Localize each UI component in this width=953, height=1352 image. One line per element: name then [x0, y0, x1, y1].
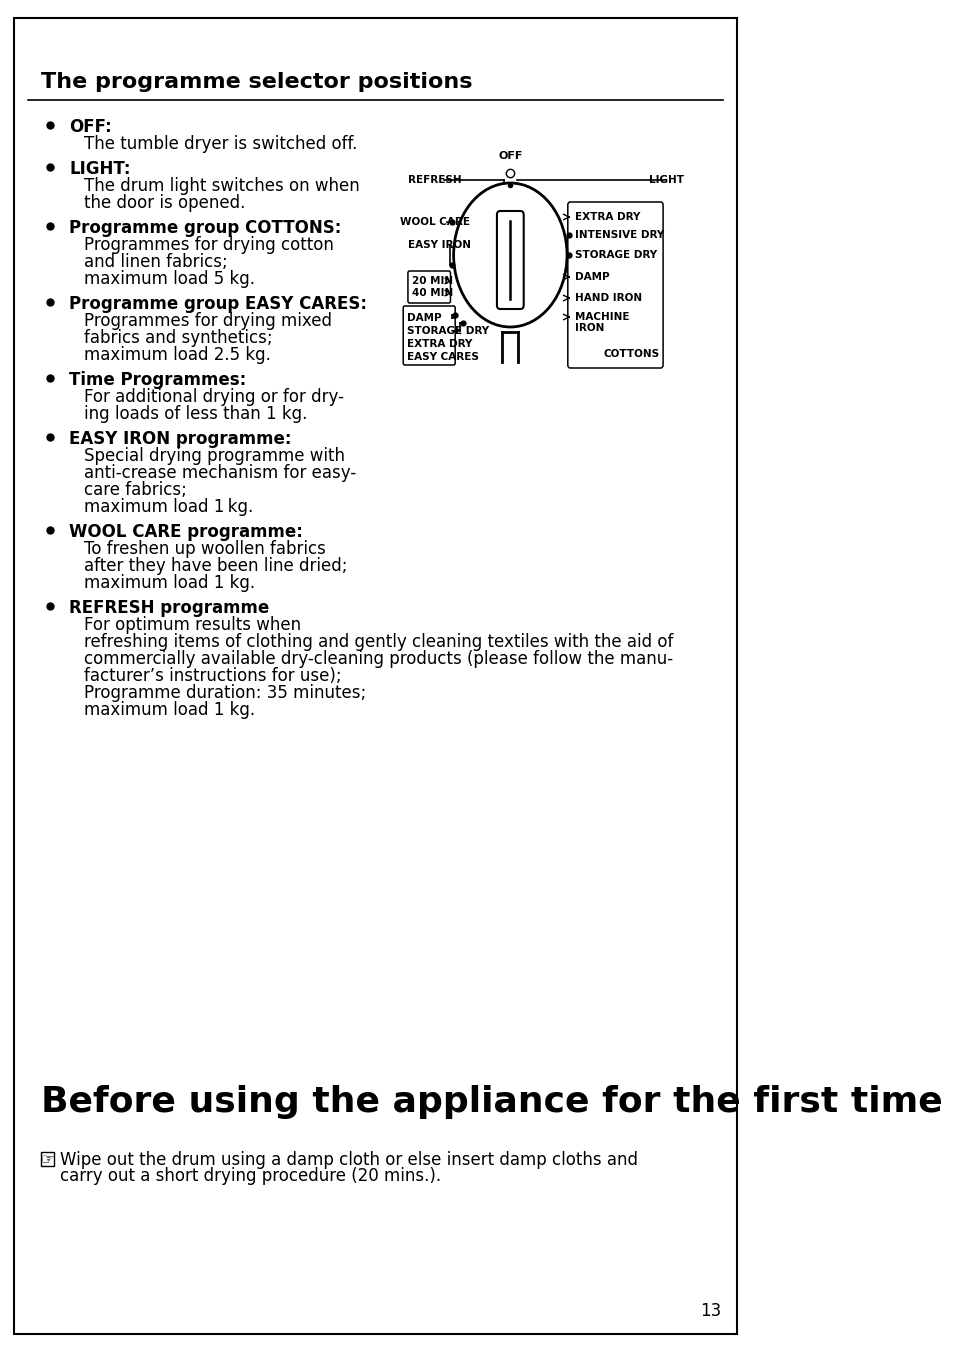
- Text: facturer’s instructions for use);: facturer’s instructions for use);: [84, 667, 341, 685]
- Circle shape: [453, 183, 566, 327]
- Text: REFRESH: REFRESH: [408, 174, 461, 185]
- Text: ing loads of less than 1 kg.: ing loads of less than 1 kg.: [84, 406, 307, 423]
- Text: Programmes for drying mixed: Programmes for drying mixed: [84, 312, 332, 330]
- Text: WOOL CARE: WOOL CARE: [399, 218, 470, 227]
- FancyBboxPatch shape: [567, 201, 662, 368]
- Text: Programmes for drying cotton: Programmes for drying cotton: [84, 237, 334, 254]
- Text: STORAGE DRY: STORAGE DRY: [407, 326, 489, 337]
- Text: REFRESH programme: REFRESH programme: [70, 599, 270, 617]
- Text: ☞: ☞: [40, 1152, 54, 1168]
- Text: Programme group EASY CARES:: Programme group EASY CARES:: [70, 295, 367, 314]
- Text: STORAGE DRY: STORAGE DRY: [575, 250, 657, 260]
- Text: The drum light switches on when: The drum light switches on when: [84, 177, 359, 195]
- Text: The tumble dryer is switched off.: The tumble dryer is switched off.: [84, 135, 357, 153]
- Text: OFF: OFF: [497, 151, 522, 161]
- Text: OFF:: OFF:: [70, 118, 112, 137]
- Text: LIGHT:: LIGHT:: [70, 160, 131, 178]
- Text: LIGHT: LIGHT: [648, 174, 683, 185]
- Text: WOOL CARE programme:: WOOL CARE programme:: [70, 523, 303, 541]
- Text: Special drying programme with: Special drying programme with: [84, 448, 345, 465]
- Text: The programme selector positions: The programme selector positions: [41, 72, 472, 92]
- Text: refreshing items of clothing and gently cleaning textiles with the aid of: refreshing items of clothing and gently …: [84, 633, 673, 652]
- Text: maximum load 1 kg.: maximum load 1 kg.: [84, 700, 255, 719]
- Text: EASY IRON programme:: EASY IRON programme:: [70, 430, 292, 448]
- Text: To freshen up woollen fabrics: To freshen up woollen fabrics: [84, 539, 326, 558]
- Text: COTTONS: COTTONS: [602, 349, 659, 360]
- Text: EXTRA DRY: EXTRA DRY: [407, 339, 472, 349]
- Text: IRON: IRON: [575, 323, 603, 333]
- Text: maximum load 5 kg.: maximum load 5 kg.: [84, 270, 255, 288]
- Text: 20 MIN: 20 MIN: [412, 276, 453, 287]
- Text: HAND IRON: HAND IRON: [575, 293, 641, 303]
- Text: maximum load 1 kg.: maximum load 1 kg.: [84, 498, 253, 516]
- Text: Programme duration: 35 minutes;: Programme duration: 35 minutes;: [84, 684, 366, 702]
- Text: maximum load 2.5 kg.: maximum load 2.5 kg.: [84, 346, 271, 364]
- Text: Before using the appliance for the first time: Before using the appliance for the first…: [41, 1086, 942, 1119]
- Text: 40 MIN: 40 MIN: [412, 288, 453, 297]
- Text: the door is opened.: the door is opened.: [84, 193, 245, 212]
- Text: EASY CARES: EASY CARES: [407, 352, 478, 362]
- Text: EXTRA DRY: EXTRA DRY: [575, 212, 639, 222]
- Text: DAMP: DAMP: [575, 272, 609, 283]
- Text: Wipe out the drum using a damp cloth or else insert damp cloths and: Wipe out the drum using a damp cloth or …: [60, 1151, 638, 1169]
- Text: For optimum results when: For optimum results when: [84, 617, 301, 634]
- FancyBboxPatch shape: [403, 306, 455, 365]
- Text: Programme group COTTONS:: Programme group COTTONS:: [70, 219, 341, 237]
- Text: and linen fabrics;: and linen fabrics;: [84, 253, 228, 270]
- Bar: [41, 1152, 53, 1165]
- Text: commercially available dry-cleaning products (please follow the manu-: commercially available dry-cleaning prod…: [84, 650, 673, 668]
- Text: anti-crease mechanism for easy-: anti-crease mechanism for easy-: [84, 464, 356, 483]
- Text: carry out a short drying procedure (20 mins.).: carry out a short drying procedure (20 m…: [60, 1167, 440, 1184]
- Text: INTENSIVE DRY: INTENSIVE DRY: [575, 230, 663, 241]
- Text: EASY IRON: EASY IRON: [408, 241, 471, 250]
- Text: Time Programmes:: Time Programmes:: [70, 370, 246, 389]
- FancyBboxPatch shape: [408, 270, 450, 303]
- Text: DAMP: DAMP: [407, 314, 441, 323]
- Text: maximum load 1 kg.: maximum load 1 kg.: [84, 575, 255, 592]
- Text: 13: 13: [700, 1302, 720, 1320]
- Text: For additional drying or for dry-: For additional drying or for dry-: [84, 388, 344, 406]
- Text: fabrics and synthetics;: fabrics and synthetics;: [84, 329, 273, 347]
- Text: care fabrics;: care fabrics;: [84, 481, 187, 499]
- Text: after they have been line dried;: after they have been line dried;: [84, 557, 348, 575]
- Text: MACHINE: MACHINE: [575, 312, 629, 322]
- FancyBboxPatch shape: [497, 211, 523, 310]
